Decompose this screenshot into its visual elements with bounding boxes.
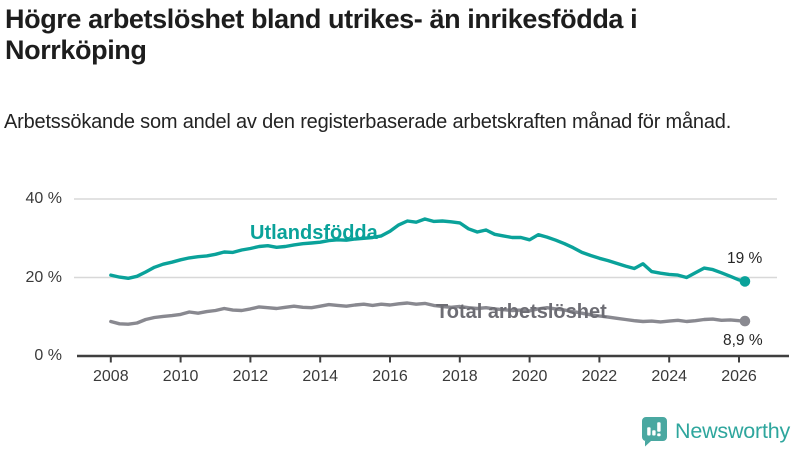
series-end-dot-0 <box>739 276 751 287</box>
x-tick-label-2016: 2016 <box>372 368 408 385</box>
x-tick-label-2026: 2026 <box>721 368 757 385</box>
newsworthy-logo[interactable]: Newsworthy <box>641 415 790 447</box>
x-tick-label-2008: 2008 <box>93 368 129 385</box>
end-value-utlandsfodda: 19 % <box>727 250 763 267</box>
page-title: Högre arbetslöshet bland utrikes- än inr… <box>5 4 638 65</box>
y-tick-label-0: 0 % <box>34 347 62 364</box>
page-subtitle: Arbetssökande som andel av den registerb… <box>4 111 732 133</box>
y-tick-label-20: 20 % <box>25 268 62 286</box>
series-end-dot-1 <box>739 315 751 327</box>
y-tick-label-40: 40 % <box>25 190 62 207</box>
series-line-0 <box>109 217 747 284</box>
series-label-total-arbetsloshet: Total arbetslöshet <box>436 301 607 323</box>
x-tick-label-2018: 2018 <box>442 368 478 385</box>
x-tick-label-2024: 2024 <box>651 368 687 385</box>
series-label-utlandsfodda: Utlandsfödda <box>250 222 378 244</box>
x-tick-label-2012: 2012 <box>232 368 269 385</box>
series-line-1 <box>109 301 747 326</box>
x-tick-label-2014: 2014 <box>302 368 338 385</box>
newsworthy-wordmark: Newsworthy <box>675 418 791 443</box>
newsworthy-icon <box>642 416 667 446</box>
x-tick-label-2020: 2020 <box>511 368 548 385</box>
x-tick-label-2010: 2010 <box>162 368 199 385</box>
end-value-total-arbetsloshet: 8,9 % <box>723 332 763 349</box>
x-tick-label-2022: 2022 <box>581 368 618 385</box>
